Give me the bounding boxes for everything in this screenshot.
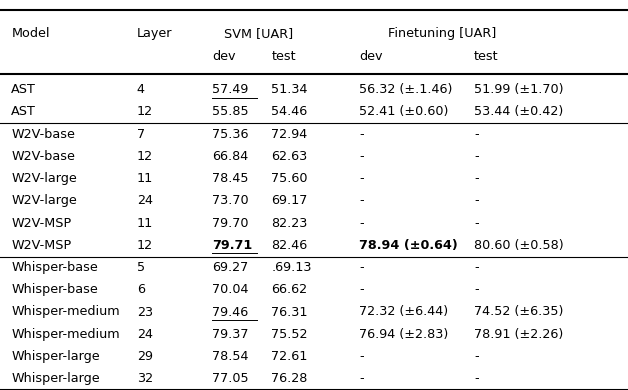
Text: 23: 23 <box>137 305 153 319</box>
Text: W2V-base: W2V-base <box>11 128 75 141</box>
Text: 79.71: 79.71 <box>212 239 252 252</box>
Text: -: - <box>474 216 479 230</box>
Text: -: - <box>359 128 364 141</box>
Text: W2V-base: W2V-base <box>11 150 75 163</box>
Text: AST: AST <box>11 83 36 96</box>
Text: 78.91 (±2.26): 78.91 (±2.26) <box>474 328 563 341</box>
Text: -: - <box>474 172 479 185</box>
Text: 76.28: 76.28 <box>271 372 308 385</box>
Text: test: test <box>474 50 499 63</box>
Text: -: - <box>359 283 364 296</box>
Text: 11: 11 <box>137 216 153 230</box>
Text: Whisper-large: Whisper-large <box>11 372 100 385</box>
Text: 51.99 (±1.70): 51.99 (±1.70) <box>474 83 564 96</box>
Text: -: - <box>474 261 479 274</box>
Text: AST: AST <box>11 105 36 119</box>
Text: -: - <box>359 350 364 363</box>
Text: Whisper-base: Whisper-base <box>11 261 98 274</box>
Text: -: - <box>474 194 479 207</box>
Text: 51.34: 51.34 <box>271 83 308 96</box>
Text: -: - <box>474 150 479 163</box>
Text: 75.52: 75.52 <box>271 328 308 341</box>
Text: 62.63: 62.63 <box>271 150 308 163</box>
Text: Whisper-large: Whisper-large <box>11 350 100 363</box>
Text: dev: dev <box>212 50 236 63</box>
Text: SVM [UAR]: SVM [UAR] <box>224 27 294 40</box>
Text: 79.46: 79.46 <box>212 305 249 319</box>
Text: 57.49: 57.49 <box>212 83 249 96</box>
Text: -: - <box>359 172 364 185</box>
Text: Whisper-medium: Whisper-medium <box>11 305 120 319</box>
Text: 77.05: 77.05 <box>212 372 249 385</box>
Text: 73.70: 73.70 <box>212 194 249 207</box>
Text: 79.37: 79.37 <box>212 328 249 341</box>
Text: 6: 6 <box>137 283 145 296</box>
Text: 82.23: 82.23 <box>271 216 308 230</box>
Text: 52.41 (±0.60): 52.41 (±0.60) <box>359 105 448 119</box>
Text: 12: 12 <box>137 150 153 163</box>
Text: 75.60: 75.60 <box>271 172 308 185</box>
Text: -: - <box>359 216 364 230</box>
Text: -: - <box>359 150 364 163</box>
Text: 66.62: 66.62 <box>271 283 308 296</box>
Text: -: - <box>474 350 479 363</box>
Text: dev: dev <box>359 50 382 63</box>
Text: test: test <box>271 50 296 63</box>
Text: -: - <box>474 128 479 141</box>
Text: 82.46: 82.46 <box>271 239 308 252</box>
Text: 54.46: 54.46 <box>271 105 308 119</box>
Text: 4: 4 <box>137 83 145 96</box>
Text: 69.27: 69.27 <box>212 261 249 274</box>
Text: 12: 12 <box>137 239 153 252</box>
Text: 11: 11 <box>137 172 153 185</box>
Text: Whisper-medium: Whisper-medium <box>11 328 120 341</box>
Text: -: - <box>474 283 479 296</box>
Text: 53.44 (±0.42): 53.44 (±0.42) <box>474 105 563 119</box>
Text: 56.32 (±.1.46): 56.32 (±.1.46) <box>359 83 453 96</box>
Text: 24: 24 <box>137 328 153 341</box>
Text: 76.31: 76.31 <box>271 305 308 319</box>
Text: -: - <box>359 372 364 385</box>
Text: 69.17: 69.17 <box>271 194 308 207</box>
Text: Model: Model <box>11 27 50 40</box>
Text: 66.84: 66.84 <box>212 150 249 163</box>
Text: 55.85: 55.85 <box>212 105 249 119</box>
Text: 78.45: 78.45 <box>212 172 249 185</box>
Text: 32: 32 <box>137 372 153 385</box>
Text: 78.54: 78.54 <box>212 350 249 363</box>
Text: -: - <box>474 372 479 385</box>
Text: 24: 24 <box>137 194 153 207</box>
Text: W2V-large: W2V-large <box>11 194 77 207</box>
Text: 5: 5 <box>137 261 145 274</box>
Text: 79.70: 79.70 <box>212 216 249 230</box>
Text: 72.94: 72.94 <box>271 128 308 141</box>
Text: W2V-large: W2V-large <box>11 172 77 185</box>
Text: 72.32 (±6.44): 72.32 (±6.44) <box>359 305 448 319</box>
Text: 76.94 (±2.83): 76.94 (±2.83) <box>359 328 448 341</box>
Text: Layer: Layer <box>137 27 173 40</box>
Text: -: - <box>359 194 364 207</box>
Text: 78.94 (±0.64): 78.94 (±0.64) <box>359 239 458 252</box>
Text: 75.36: 75.36 <box>212 128 249 141</box>
Text: Finetuning [UAR]: Finetuning [UAR] <box>387 27 496 40</box>
Text: 74.52 (±6.35): 74.52 (±6.35) <box>474 305 563 319</box>
Text: 12: 12 <box>137 105 153 119</box>
Text: W2V-MSP: W2V-MSP <box>11 239 72 252</box>
Text: 7: 7 <box>137 128 145 141</box>
Text: .69.13: .69.13 <box>271 261 311 274</box>
Text: 70.04: 70.04 <box>212 283 249 296</box>
Text: Whisper-base: Whisper-base <box>11 283 98 296</box>
Text: W2V-MSP: W2V-MSP <box>11 216 72 230</box>
Text: -: - <box>359 261 364 274</box>
Text: 80.60 (±0.58): 80.60 (±0.58) <box>474 239 564 252</box>
Text: 29: 29 <box>137 350 153 363</box>
Text: 72.61: 72.61 <box>271 350 308 363</box>
